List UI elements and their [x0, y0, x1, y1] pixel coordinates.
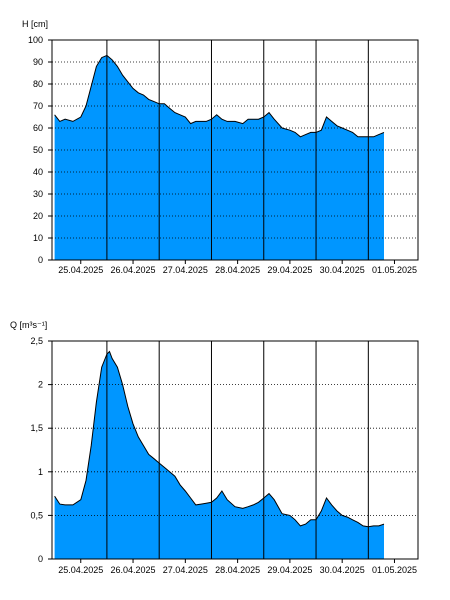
discharge-y-tick-label: 1	[38, 467, 43, 477]
water-level-chart: H [cm] 0 10 20 30 40 50 60 70 80 90 100 25.04.2025 2…	[22, 19, 419, 275]
water-level-x-tick-label: 28.04.2025	[215, 265, 260, 275]
discharge-axis-label: Q [m³s⁻¹]	[10, 320, 47, 330]
discharge-area-fill	[54, 351, 384, 559]
water-level-x-tick-label: 26.04.2025	[111, 265, 156, 275]
water-level-y-tick-label: 20	[33, 211, 43, 221]
water-level-y-tick-label: 10	[33, 233, 43, 243]
water-level-series-line	[54, 54, 385, 138]
discharge-y-tick-label: 2,5	[30, 336, 43, 346]
discharge-x-tick-label: 26.04.2025	[111, 565, 156, 575]
water-level-axis-label: H [cm]	[22, 19, 48, 29]
water-level-plot-frame	[51, 39, 419, 261]
water-level-y-tick-label: 70	[33, 101, 43, 111]
water-level-y-tick-label: 60	[33, 123, 43, 133]
discharge-series-line	[54, 350, 385, 528]
water-level-y-tick-label: 100	[28, 35, 43, 45]
discharge-plot-frame	[51, 340, 419, 560]
water-level-y-tick-label: 80	[33, 79, 43, 89]
discharge-x-tick-label: 29.04.2025	[267, 565, 312, 575]
discharge-y-tick-label: 0,5	[30, 510, 43, 520]
water-level-y-tick-label: 50	[33, 145, 43, 155]
discharge-x-tick-label: 01.05.2025	[372, 565, 417, 575]
water-level-y-tick-label: 90	[33, 57, 43, 67]
discharge-x-tick-label: 30.04.2025	[320, 565, 365, 575]
water-level-x-tick-label: 25.04.2025	[58, 265, 103, 275]
discharge-y-tick-label: 1,5	[30, 423, 43, 433]
water-level-y-tick-label: 30	[33, 189, 43, 199]
discharge-y-tick-label: 2	[38, 380, 43, 390]
discharge-x-tick-label: 28.04.2025	[215, 565, 260, 575]
water-level-x-tick-label: 01.05.2025	[372, 265, 417, 275]
discharge-x-tick-label: 27.04.2025	[163, 565, 208, 575]
discharge-chart: Q [m³s⁻¹] 0 0,5 1 1,5 2 2,5 25.04.2025 26.04.20…	[10, 320, 419, 575]
discharge-y-tick-label: 0	[38, 554, 43, 564]
water-level-y-tick-label: 40	[33, 167, 43, 177]
water-level-area-fill	[54, 55, 384, 261]
water-level-x-tick-label: 30.04.2025	[320, 265, 365, 275]
discharge-x-tick-label: 25.04.2025	[58, 565, 103, 575]
water-level-x-tick-label: 29.04.2025	[267, 265, 312, 275]
water-level-x-tick-label: 27.04.2025	[163, 265, 208, 275]
water-level-y-tick-label: 0	[38, 255, 43, 265]
